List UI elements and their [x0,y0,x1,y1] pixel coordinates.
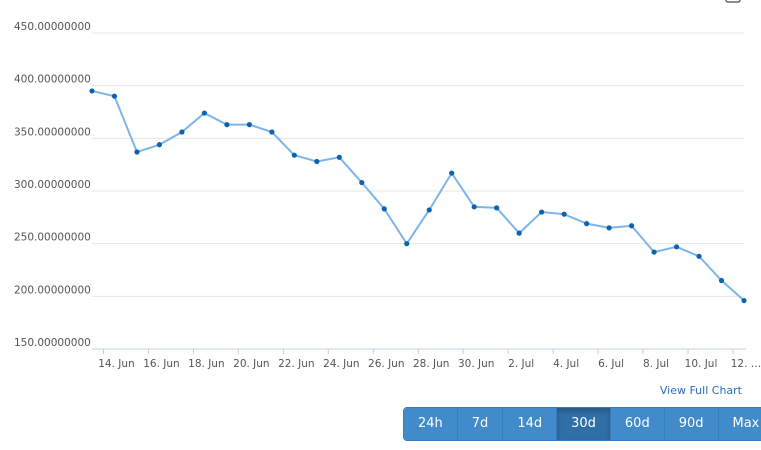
point [426,207,432,213]
point [494,205,500,211]
point [89,88,95,94]
x-tick-label: 20. Jun [233,358,269,370]
point [381,206,387,212]
y-tick-label: 200.00000000 [14,284,91,296]
point [269,129,275,135]
point [224,122,230,128]
point [336,154,342,160]
y-tick-label: 250.00000000 [14,232,91,244]
y-tick-label: 150.00000000 [14,337,91,349]
y-tick-label: 450.00000000 [14,21,91,33]
point [359,179,365,186]
range-button[interactable]: 30d [556,408,610,440]
x-tick-label: 16. Jun [143,358,179,370]
line [91,89,745,302]
point [696,253,702,259]
point [606,225,612,231]
point [179,129,185,135]
point [449,170,455,176]
x-tick-label: 2. Jul [508,358,534,370]
point [539,209,545,215]
x-tick-label: 6. Jul [598,358,624,370]
x-tick-label: 12. … [731,358,761,370]
x-tick-label: 8. Jul [643,358,669,370]
range-button[interactable]: 14d [502,408,557,440]
range-button[interactable]: 60d [609,408,664,440]
point [156,142,163,148]
x-tick-label: 14. Jun [98,358,134,370]
x-tick-label: 28. Jun [413,358,449,370]
view-full-chart-link[interactable]: View Full Chart [659,384,742,397]
point [584,221,590,227]
chart: 150.00000000 200.00000000 250.00000000 300.… [14,0,761,370]
point [111,93,118,99]
point [471,204,477,210]
range-button[interactable]: 24h [404,408,457,440]
x-tick-label: 30. Jun [458,358,494,370]
menu-icon[interactable] [725,0,741,3]
y-tick-label: 400.00000000 [14,74,91,86]
range-button[interactable]: 7d [456,408,503,440]
x-tick-label: 10. Jul [685,358,718,370]
point [718,277,725,284]
range-buttons: 24h 7d 14d 30d 60d 90d Max [403,407,761,441]
point [246,122,252,128]
point [673,244,680,250]
y-tick-label: 300.00000000 [14,179,91,191]
point [291,152,297,158]
y-tick-label: 350.00000000 [14,126,91,138]
x-tick-label: 18. Jun [188,358,224,370]
point [741,297,747,304]
range-button[interactable]: Max [717,408,761,440]
point [651,249,657,255]
point [628,223,635,229]
x-tick-label: 26. Jun [368,358,404,370]
range-button[interactable]: 90d [663,408,718,440]
point [516,230,522,236]
x-tick-label: 22. Jun [278,358,314,370]
point [561,211,567,217]
point [134,149,140,155]
x-tick-label: 4. Jul [553,358,579,370]
point [201,110,208,116]
point [404,241,410,247]
x-tick-label: 24. Jun [323,358,359,370]
point [314,158,320,165]
